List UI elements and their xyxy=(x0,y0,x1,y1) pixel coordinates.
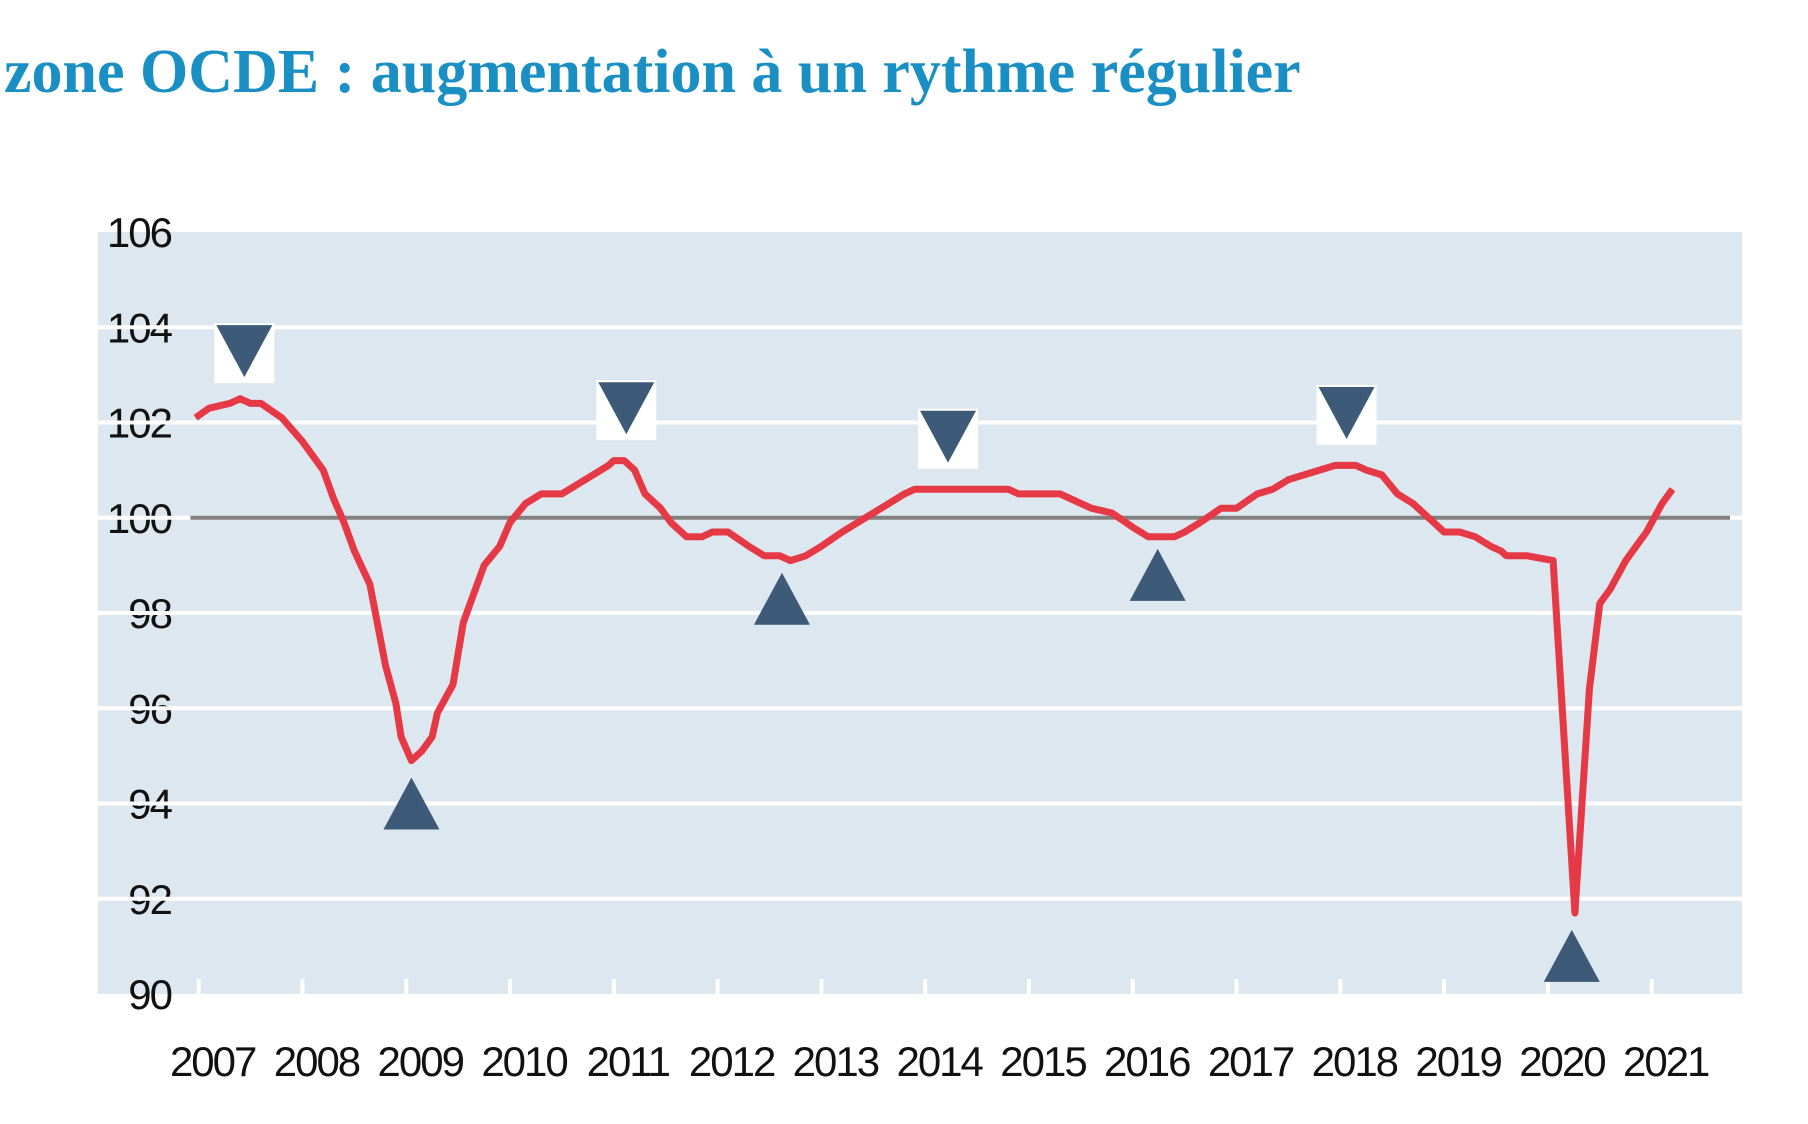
y-tick-label: 90 xyxy=(128,971,171,1018)
x-tick-label: 2019 xyxy=(1415,1038,1501,1085)
x-tick-label: 2015 xyxy=(1000,1038,1086,1085)
peak-marker xyxy=(216,325,273,378)
x-tick-label: 2011 xyxy=(587,1038,670,1085)
y-tick-label: 106 xyxy=(107,209,172,256)
x-tick-label: 2007 xyxy=(170,1038,256,1085)
x-tick-label: 2010 xyxy=(481,1038,567,1085)
x-tick-label: 2013 xyxy=(793,1038,879,1085)
data-line xyxy=(193,395,1676,917)
x-tick-label: 2016 xyxy=(1104,1038,1190,1085)
peak-marker xyxy=(920,410,977,463)
x-tick-label: 2008 xyxy=(274,1038,360,1085)
trough-marker xyxy=(383,777,440,830)
chart-title: zone OCDE : augmentation à un rythme rég… xyxy=(4,38,1301,106)
x-tick-label: 2017 xyxy=(1208,1038,1294,1085)
x-tick-label: 2012 xyxy=(689,1038,775,1085)
x-tick-label: 2021 xyxy=(1623,1038,1709,1085)
trough-marker xyxy=(1129,548,1186,601)
x-tick-label: 2009 xyxy=(378,1038,464,1085)
trough-marker xyxy=(753,572,810,625)
x-tick-label: 2018 xyxy=(1312,1038,1398,1085)
x-tick-label: 2014 xyxy=(896,1038,983,1085)
trough-marker xyxy=(1543,929,1600,982)
peak-marker xyxy=(1318,386,1375,439)
peak-marker xyxy=(598,382,655,435)
x-tick-label: 2020 xyxy=(1519,1038,1605,1085)
